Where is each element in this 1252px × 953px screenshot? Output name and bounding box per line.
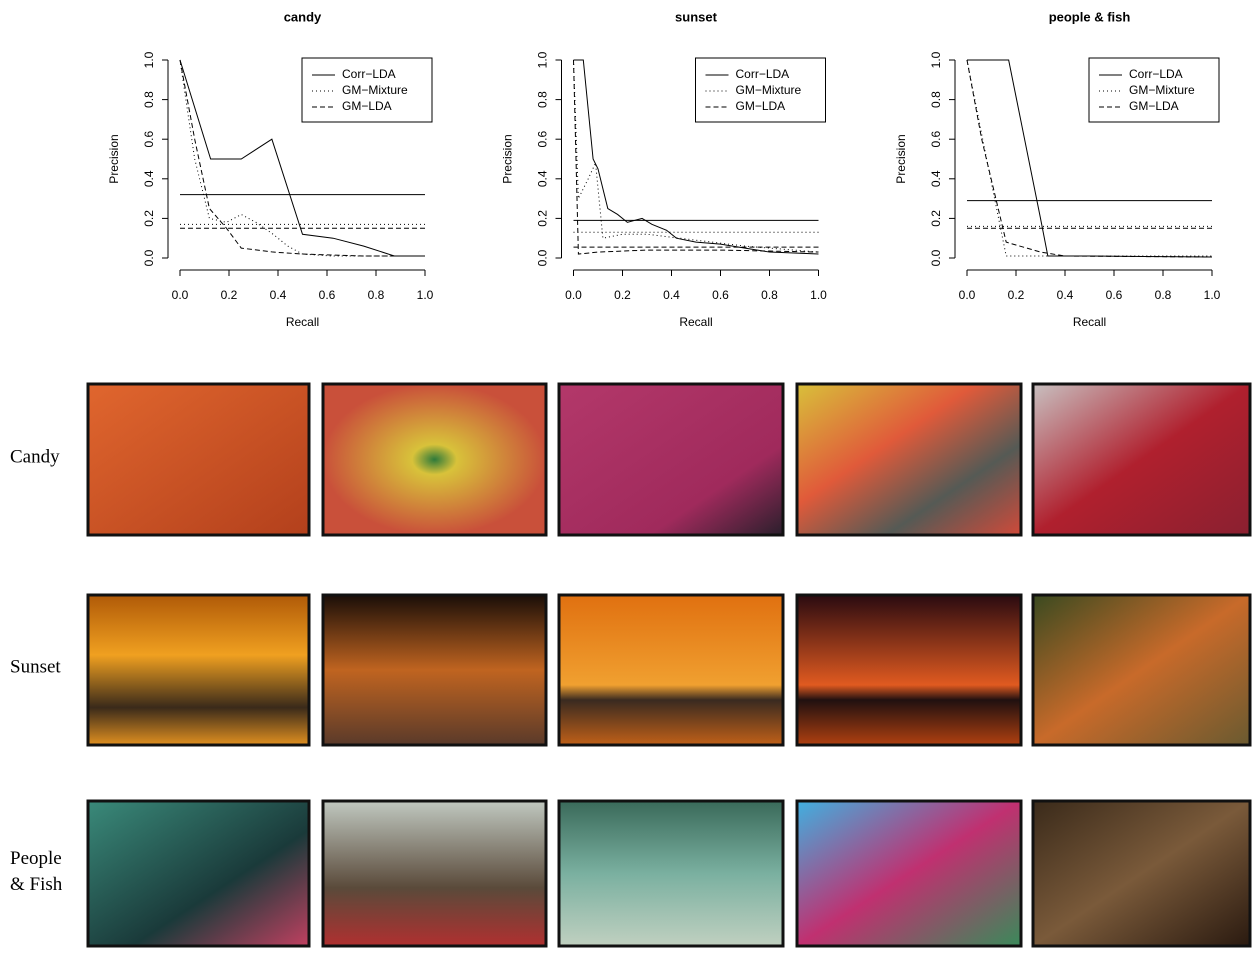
legend-box (301, 57, 433, 123)
row-label-line: & Fish (10, 874, 63, 895)
y-axis-label: Precision (107, 134, 121, 183)
y-tick-label: 0.0 (536, 249, 550, 266)
y-axis-label: Precision (501, 134, 515, 183)
chart-title: candy (284, 9, 322, 24)
photo (321, 593, 548, 747)
y-tick-label: 0.8 (536, 91, 550, 108)
chart: people & fish 0.0 0.2 0.4 0.6 0.8 1.0 0.0 0.2 0.4… (894, 9, 1220, 329)
y-tick-label: 0.4 (929, 170, 943, 187)
chart-title: sunset (675, 9, 718, 24)
x-tick-label: 0.4 (270, 288, 287, 302)
y-tick-label: 0.0 (142, 249, 156, 266)
row-label-line: People (10, 848, 62, 869)
photo (321, 382, 548, 537)
x-tick-label: 1.0 (810, 288, 827, 302)
photo (1031, 799, 1252, 948)
chart: candy 0.0 0.2 0.4 0.6 0.8 1.0 0.0 0.2 0.4 0.6 0.8 1.… (107, 9, 433, 329)
precision-recall-line (179, 59, 425, 257)
precision-recall-line (966, 59, 1213, 258)
x-tick-label: 0.4 (663, 288, 680, 302)
photo (795, 593, 1023, 747)
precision-recall-line (573, 59, 819, 255)
precision-recall-line (573, 59, 819, 255)
x-tick-label: 0.2 (614, 288, 631, 302)
photo (86, 382, 311, 537)
y-tick-label: 1.0 (536, 51, 550, 68)
x-tick-label: 0.8 (1155, 288, 1172, 302)
x-tick-label: 0.2 (1008, 288, 1025, 302)
x-tick-label: 0.0 (565, 288, 582, 302)
x-tick-label: 0.6 (1106, 288, 1123, 302)
x-tick-label: 0.6 (712, 288, 729, 302)
y-tick-label: 0.0 (929, 249, 943, 266)
legend-label: GM−LDA (736, 99, 786, 113)
precision-recall-line (179, 59, 425, 257)
photo (86, 799, 311, 948)
legend-label: GM−Mixture (342, 83, 408, 97)
y-tick-label: 1.0 (142, 51, 156, 68)
y-tick-label: 0.8 (929, 91, 943, 108)
legend-label: Corr−LDA (342, 67, 396, 81)
photo (795, 382, 1023, 537)
x-tick-label: 0.0 (959, 288, 976, 302)
x-tick-label: 0.2 (221, 288, 238, 302)
precision-recall-line (573, 59, 819, 253)
chart-title: people & fish (1049, 9, 1131, 24)
x-axis-label: Recall (286, 315, 319, 329)
y-tick-label: 0.6 (929, 131, 943, 148)
x-axis-label: Recall (679, 315, 712, 329)
x-axis-label: Recall (1073, 315, 1106, 329)
row-label: Candy (10, 446, 60, 467)
legend-label: GM−Mixture (1129, 83, 1195, 97)
photo (795, 799, 1023, 948)
legend-label: GM−LDA (1129, 99, 1179, 113)
photo (1031, 593, 1252, 747)
x-tick-label: 1.0 (417, 288, 434, 302)
chart: sunset 0.0 0.2 0.4 0.6 0.8 1.0 0.0 0.2 0.4 0.6 0.8 1… (501, 9, 827, 329)
row-label: People & Fish (10, 848, 63, 895)
legend-label: GM−LDA (342, 99, 392, 113)
row-label: Sunset (10, 656, 61, 677)
x-tick-label: 1.0 (1204, 288, 1221, 302)
y-tick-label: 1.0 (929, 51, 943, 68)
photo (1031, 382, 1252, 537)
x-tick-label: 0.6 (319, 288, 336, 302)
y-tick-label: 0.4 (536, 170, 550, 187)
photo (557, 799, 785, 948)
y-tick-label: 0.8 (142, 91, 156, 108)
legend-box (695, 57, 826, 123)
legend-label: GM−Mixture (736, 83, 802, 97)
y-tick-label: 0.4 (142, 170, 156, 187)
y-tick-label: 0.2 (536, 210, 550, 227)
y-tick-label: 0.6 (536, 131, 550, 148)
legend-box (1088, 57, 1220, 123)
y-axis-label: Precision (894, 134, 908, 183)
y-tick-label: 0.2 (929, 210, 943, 227)
x-tick-label: 0.4 (1057, 288, 1074, 302)
y-tick-label: 0.6 (142, 131, 156, 148)
legend-label: Corr−LDA (1129, 67, 1183, 81)
photo (321, 799, 548, 948)
photos (86, 382, 1252, 948)
photo (557, 382, 785, 537)
y-tick-label: 0.2 (142, 210, 156, 227)
photo (557, 593, 785, 747)
x-tick-label: 0.0 (172, 288, 189, 302)
x-tick-label: 0.8 (761, 288, 778, 302)
x-tick-label: 0.8 (368, 288, 385, 302)
legend-label: Corr−LDA (736, 67, 790, 81)
photo (86, 593, 311, 747)
